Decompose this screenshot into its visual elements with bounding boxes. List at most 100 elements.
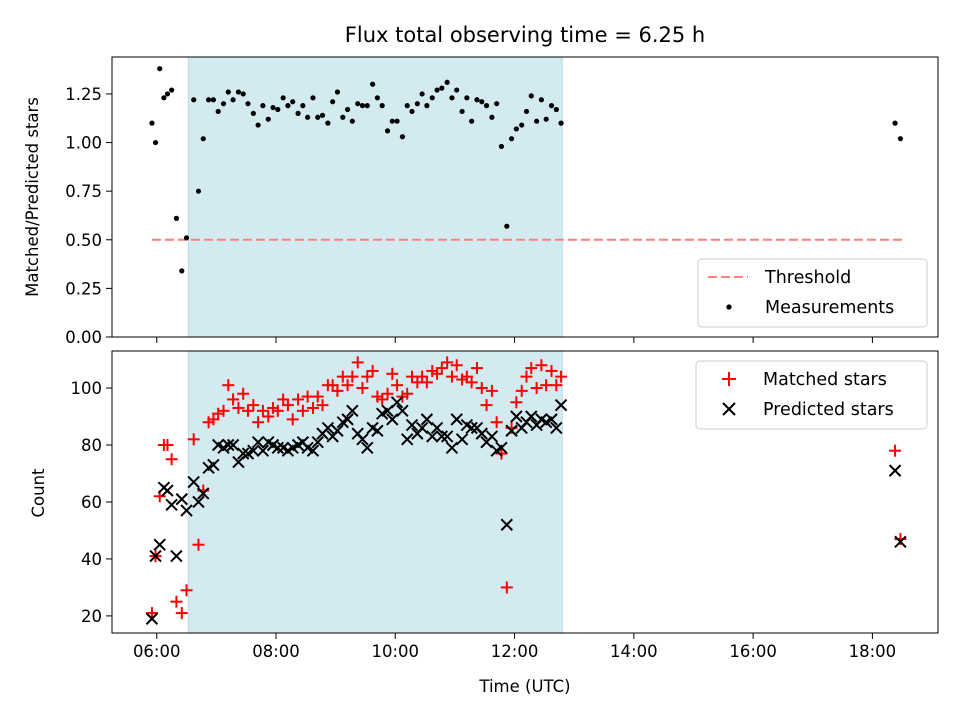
predicted-star-point: [165, 498, 178, 512]
measurement-point: [260, 103, 266, 109]
count-y-tick-label: 60: [81, 493, 102, 512]
matched-star-point: [475, 382, 488, 395]
matched-star-point: [376, 393, 389, 406]
matched-star-point: [465, 376, 478, 389]
measurement-point: [161, 95, 167, 101]
measurement-point: [255, 122, 261, 128]
measurement-point: [370, 81, 376, 87]
measurement-point: [265, 116, 271, 122]
predicted-star-point: [321, 421, 335, 435]
matched-star-point: [401, 387, 414, 400]
matched-star-point: [161, 439, 174, 451]
matched-star-point: [445, 370, 458, 383]
predicted-star-point: [550, 421, 563, 435]
matched-star-point: [530, 382, 543, 395]
predicted-star-point: [356, 433, 369, 446]
measurement-point: [394, 118, 400, 124]
measurement-point: [519, 122, 525, 128]
predicted-star-point: [445, 441, 459, 455]
matched-star-point: [381, 387, 394, 400]
ratio-legend: Threshold Measurements: [697, 258, 928, 328]
predicted-star-point: [361, 441, 374, 455]
measurement-point: [508, 136, 515, 142]
matched-star-point: [301, 390, 314, 403]
predicted-star-point: [485, 430, 499, 443]
matched-star-point: [555, 370, 568, 383]
count-legend: Matched stars Predicted stars: [695, 360, 928, 430]
measurement-point: [220, 101, 227, 107]
ratio-y-tick-label: 1.25: [65, 85, 102, 104]
predicted-star-point: [180, 504, 193, 517]
matched-star-point: [286, 413, 299, 426]
measurement-point: [152, 139, 159, 146]
predicted-star-point: [170, 549, 183, 563]
measurement-point: [206, 97, 212, 103]
measurement-point: [334, 89, 341, 95]
measurement-point: [479, 99, 485, 105]
measurement-point: [892, 120, 898, 126]
measurement-point: [275, 106, 281, 113]
predicted-star-point: [149, 549, 162, 563]
measurement-point: [240, 91, 246, 97]
matched-star-point: [311, 390, 324, 403]
predicted-star-point: [187, 475, 200, 489]
ratio-panel: 0.00 0.25 0.50 0.75 1.00 1.25 Flux total obse…: [23, 23, 939, 347]
predicted-star-point: [346, 404, 359, 418]
x-tick-label: 06:00: [133, 642, 181, 661]
measurement-point: [513, 126, 519, 132]
measurement-point: [534, 118, 540, 124]
measurement-point: [504, 223, 510, 229]
count-y-tick-label: 100: [71, 379, 103, 398]
count-y-tick-label: 20: [81, 607, 102, 626]
measurement-point: [179, 268, 185, 274]
measurement-point: [364, 103, 370, 109]
legend-threshold-label: Threshold: [764, 268, 851, 288]
predicted-star-point: [505, 424, 518, 437]
measurement-point: [359, 103, 366, 109]
predicted-star-point: [161, 484, 174, 497]
x-tick-label: 18:00: [849, 642, 897, 661]
matched-star-point: [175, 607, 188, 620]
matched-star-point: [262, 410, 275, 423]
matched-star-point: [495, 447, 508, 460]
matched-star-point: [525, 362, 538, 375]
matched-star-point: [306, 401, 319, 414]
predicted-star-point: [145, 612, 159, 625]
measurement-point: [305, 114, 311, 120]
measurement-point: [439, 85, 445, 91]
measurement-point: [374, 95, 380, 101]
predicted-star-point: [450, 413, 463, 426]
measurement-point: [319, 112, 326, 118]
predicted-star-point: [247, 444, 260, 457]
predicted-star-point: [510, 410, 523, 423]
measurement-point: [543, 116, 549, 122]
matched-star-point: [237, 387, 250, 400]
measurement-point: [489, 114, 495, 120]
legend-measurements-swatch: [726, 304, 732, 310]
matched-star-point: [247, 399, 260, 412]
measurement-point: [449, 95, 455, 101]
matched-star-point: [212, 407, 225, 420]
matched-star-point: [217, 404, 230, 417]
measurement-point: [230, 97, 236, 103]
legend-matched-label: Matched stars: [763, 370, 887, 390]
matched-star-point: [361, 370, 374, 383]
chart-title: Flux total observing time = 6.25 h: [345, 23, 705, 47]
matched-star-point: [170, 595, 183, 608]
matched-star-point: [222, 379, 235, 392]
observing-window-shade-top: [187, 56, 563, 338]
predicted-star-point: [455, 433, 469, 446]
predicted-star-point: [222, 438, 235, 452]
measurement-point: [528, 93, 534, 99]
predicted-star-point: [420, 413, 434, 426]
legend-predicted-swatch: [722, 402, 736, 416]
legend-predicted-label: Predicted stars: [763, 400, 894, 420]
matched-star-point: [292, 393, 305, 406]
x-axis-label: Time (UTC): [478, 677, 570, 696]
measurement-point: [389, 118, 395, 124]
measurement-point: [494, 101, 500, 107]
predicted-star-point: [207, 458, 220, 472]
measurement-point: [414, 101, 420, 107]
predicted-star-point: [256, 444, 270, 457]
matched-star-point: [241, 404, 254, 417]
